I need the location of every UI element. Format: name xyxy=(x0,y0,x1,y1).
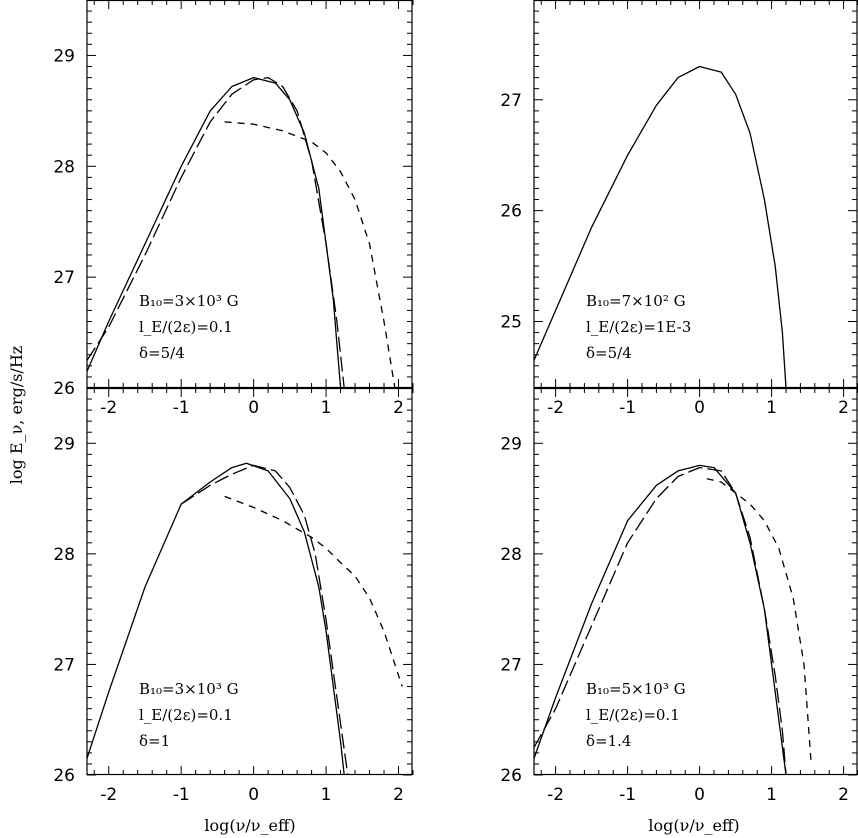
plot-frame xyxy=(86,0,413,389)
x-tick-label: -1 xyxy=(619,398,636,418)
panel-top-right: -2 -1 0 1 2 25 26 27 B₁₀=7×10² G l_E/(2ε)=1E-3 δ=5… xyxy=(500,0,858,418)
x-tick-label: -2 xyxy=(547,398,564,418)
x-tick-label: 1 xyxy=(321,398,332,418)
plot-frame xyxy=(533,387,858,776)
panel-annotation-line: δ=1.4 xyxy=(586,732,631,750)
series-line-solid xyxy=(534,65,787,388)
x-tick-label: 2 xyxy=(393,398,404,418)
panel-bottom-left: -2 -1 0 1 2 26 27 28 29 B₁₀=3×10³ G l_E/(2ε)=0.1 δ=… xyxy=(53,387,414,805)
x-axis-title-right: log(ν/ν_eff) xyxy=(648,816,739,835)
x-tick-label: 1 xyxy=(321,785,332,805)
x-tick-label: 0 xyxy=(248,398,259,418)
panel-top-left: -2 -1 0 1 2 26 27 28 29 B₁₀=3×10³ G l_E/(2ε)=0.1 δ=… xyxy=(53,0,414,418)
series-line-long-dash xyxy=(534,466,787,775)
x-axis-title-left: log(ν/ν_eff) xyxy=(204,816,295,835)
y-tick-label: 27 xyxy=(500,655,522,675)
panels: -2 -1 0 1 2 26 27 28 29 B₁₀=3×10³ G l_E/(2ε)=0.1 δ=… xyxy=(53,0,858,805)
series-line-short-dash xyxy=(706,478,812,764)
x-tick-label: 2 xyxy=(838,398,849,418)
panel-annotation-line: l_E/(2ε)=0.1 xyxy=(139,706,233,724)
x-tick-label: -1 xyxy=(173,398,190,418)
panel-annotation-line: B₁₀=5×10³ G xyxy=(586,680,686,698)
y-tick-label: 28 xyxy=(53,545,75,565)
series-line-short-dash xyxy=(224,121,396,388)
x-tick-label: -2 xyxy=(547,785,564,805)
panel-annotation-line: l_E/(2ε)=0.1 xyxy=(586,706,680,724)
series-line-solid xyxy=(534,464,787,775)
y-tick-label: 25 xyxy=(500,312,522,332)
x-tick-label: 2 xyxy=(838,785,849,805)
x-tick-label: 1 xyxy=(766,785,777,805)
y-tick-label: 26 xyxy=(500,202,522,222)
y-axis-title: log E_ν, erg/s/Hz xyxy=(7,346,26,484)
series-line-short-dash xyxy=(224,495,403,687)
x-tick-label: -1 xyxy=(173,785,190,805)
y-tick-label: 26 xyxy=(53,379,75,399)
y-tick-label: 26 xyxy=(53,766,75,786)
panel-bottom-right: -2 -1 0 1 2 26 27 28 29 B₁₀=5×10³ G l_E/(2ε)=0.1 δ=… xyxy=(500,387,858,805)
y-tick-label: 26 xyxy=(500,766,522,786)
x-tick-label: -1 xyxy=(619,785,636,805)
x-tick-label: 2 xyxy=(393,785,404,805)
x-tick-label: 0 xyxy=(248,785,259,805)
panel-annotation-line: B₁₀=3×10³ G xyxy=(139,680,239,698)
y-tick-label: 29 xyxy=(500,434,522,454)
x-tick-label: -2 xyxy=(100,398,117,418)
y-tick-label: 28 xyxy=(53,157,75,177)
panel-annotation-line: δ=5/4 xyxy=(139,344,185,362)
panel-annotation-line: l_E/(2ε)=0.1 xyxy=(139,318,233,336)
y-tick-label: 27 xyxy=(53,268,75,288)
x-tick-label: 1 xyxy=(766,398,777,418)
series-line-long-dash xyxy=(180,464,349,775)
x-tick-label: -2 xyxy=(100,785,117,805)
panel-annotation-line: δ=1 xyxy=(139,732,170,750)
panel-annotation-line: l_E/(2ε)=1E-3 xyxy=(586,318,691,336)
panel-annotation-line: δ=5/4 xyxy=(586,344,632,362)
plot-frame xyxy=(533,0,858,389)
x-tick-label: 0 xyxy=(694,785,705,805)
series-line-long-dash xyxy=(87,76,345,388)
panel-annotation-line: B₁₀=7×10² G xyxy=(586,292,686,310)
y-tick-label: 28 xyxy=(500,545,522,565)
series-line-solid xyxy=(87,462,345,775)
y-tick-label: 27 xyxy=(53,655,75,675)
y-tick-label: 29 xyxy=(53,434,75,454)
y-tick-label: 29 xyxy=(53,46,75,66)
panel-annotation-line: B₁₀=3×10³ G xyxy=(139,292,239,310)
y-tick-label: 27 xyxy=(500,91,522,111)
x-tick-label: 0 xyxy=(694,398,705,418)
series-line-solid xyxy=(87,76,342,388)
plot-frame xyxy=(86,387,413,776)
